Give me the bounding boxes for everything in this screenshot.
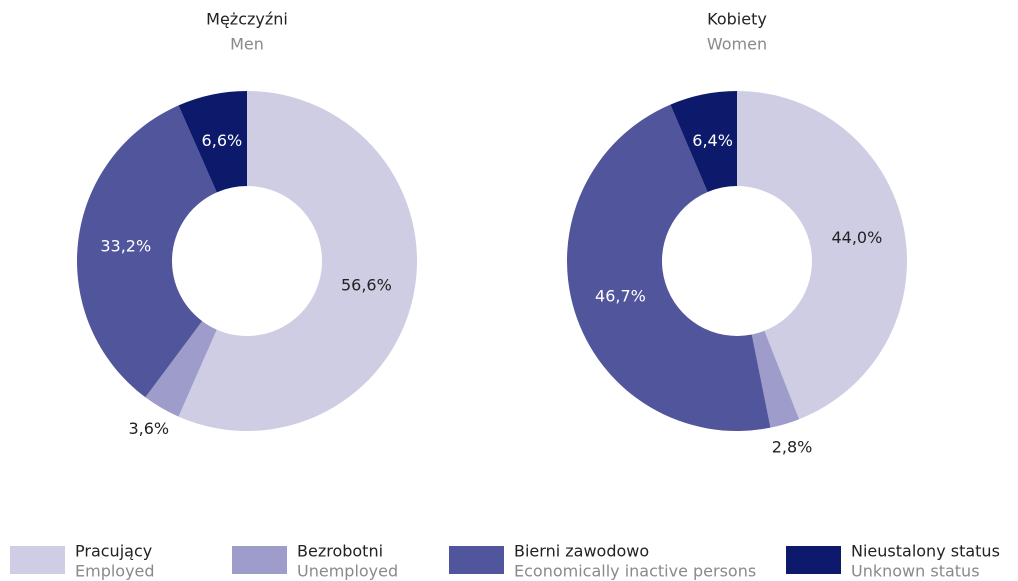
legend-swatch	[786, 546, 841, 574]
legend-sublabel: Unknown status	[851, 562, 980, 581]
legend-label: Bierni zawodowo	[514, 542, 649, 561]
data-label: 2,8%	[772, 438, 813, 457]
donut-segment	[737, 91, 908, 420]
data-label: 3,6%	[128, 419, 169, 438]
legend-swatch	[449, 546, 504, 574]
legend-sublabel: Economically inactive persons	[514, 562, 756, 581]
chart-title: Mężczyźni	[206, 10, 288, 29]
legend-label: Pracujący	[75, 542, 152, 561]
donut-segment	[751, 330, 800, 428]
donut-segment	[76, 105, 217, 398]
legend-sublabel: Unemployed	[297, 562, 398, 581]
donut-segment	[670, 91, 737, 192]
data-label: 56,6%	[341, 276, 392, 295]
legend-swatch	[10, 546, 65, 574]
data-label: 6,6%	[202, 131, 243, 150]
data-label: 33,2%	[100, 237, 151, 256]
legend-label: Nieustalony status	[851, 542, 1000, 561]
donut-segment	[566, 104, 771, 432]
data-label: 44,0%	[831, 228, 882, 247]
legend-swatch	[232, 546, 287, 574]
donut-segment	[178, 91, 247, 193]
donut-segment	[178, 91, 417, 432]
data-label: 46,7%	[595, 287, 646, 306]
chart-subtitle: Women	[707, 35, 767, 54]
legend-label: Bezrobotni	[297, 542, 383, 561]
data-label: 6,4%	[692, 131, 733, 150]
chart-subtitle: Men	[230, 35, 264, 54]
donut-segment	[145, 321, 217, 417]
legend-sublabel: Employed	[75, 562, 155, 581]
chart-title: Kobiety	[707, 10, 767, 29]
